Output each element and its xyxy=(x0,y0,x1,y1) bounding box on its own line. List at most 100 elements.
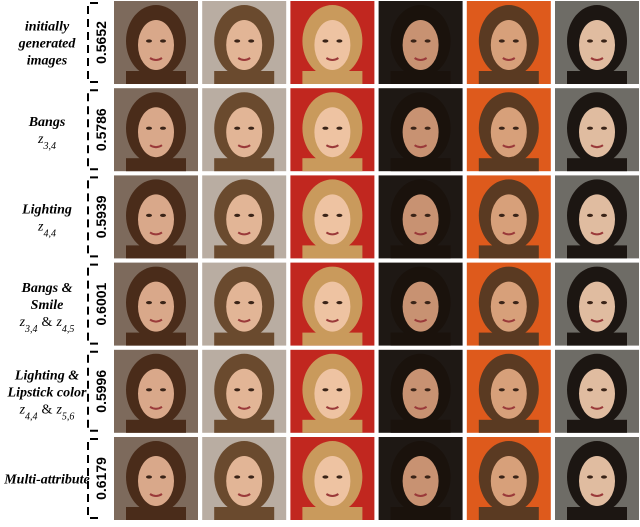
score: 0.5939 xyxy=(93,195,109,238)
eye xyxy=(322,39,329,43)
eye xyxy=(410,475,417,479)
row-label: Bangs xyxy=(28,115,66,130)
shoulders xyxy=(214,71,275,84)
face-image xyxy=(466,1,551,84)
face-image xyxy=(202,175,287,259)
mouth xyxy=(149,144,163,149)
shoulders xyxy=(567,332,627,346)
shoulders xyxy=(478,332,539,346)
face xyxy=(138,194,174,245)
shoulders xyxy=(302,507,363,520)
math-var: z xyxy=(55,402,62,417)
shoulders xyxy=(126,419,186,433)
eye xyxy=(234,475,241,479)
mouth xyxy=(414,405,428,410)
eye xyxy=(160,475,166,479)
face xyxy=(226,368,263,419)
shoulders xyxy=(567,245,627,259)
eye xyxy=(336,213,343,217)
face xyxy=(579,368,615,419)
eye xyxy=(234,301,241,305)
face xyxy=(226,107,263,158)
mouth xyxy=(502,318,516,323)
face-image xyxy=(114,1,198,84)
mouth xyxy=(237,318,251,323)
shoulders xyxy=(214,419,275,433)
shoulders xyxy=(390,158,451,172)
eye xyxy=(146,475,152,479)
row-math: z3,4 xyxy=(37,132,56,152)
eye xyxy=(146,388,152,392)
mouth xyxy=(325,493,339,497)
face-image xyxy=(466,262,551,346)
mouth xyxy=(414,231,428,236)
math-var: z xyxy=(55,315,62,330)
row-label: Lighting & xyxy=(14,368,79,383)
eye xyxy=(587,213,593,217)
face xyxy=(579,281,615,332)
mouth xyxy=(325,231,339,236)
eye xyxy=(587,126,593,130)
eye xyxy=(160,301,166,305)
eye xyxy=(322,475,329,479)
eye xyxy=(512,475,519,479)
shoulders xyxy=(214,332,275,346)
face-image xyxy=(555,88,639,172)
mouth xyxy=(502,405,516,410)
bracket xyxy=(87,438,98,519)
mouth xyxy=(590,405,604,410)
bracket-line xyxy=(87,89,98,171)
math-var: z xyxy=(19,315,26,330)
eye xyxy=(498,475,505,479)
face xyxy=(226,194,263,245)
face xyxy=(402,20,439,70)
face xyxy=(314,368,351,419)
bracket xyxy=(87,89,98,171)
shoulders xyxy=(567,158,627,172)
eye xyxy=(160,126,166,130)
row-math: z4,4 xyxy=(37,219,56,239)
eye xyxy=(160,388,166,392)
row-label: Smile xyxy=(31,298,64,313)
row-label: Lighting xyxy=(21,202,72,217)
eye xyxy=(587,388,593,392)
eye xyxy=(498,213,505,217)
face-image xyxy=(290,175,375,259)
mouth xyxy=(237,405,251,410)
eye xyxy=(322,301,329,305)
face xyxy=(579,107,615,158)
face xyxy=(490,20,527,70)
shoulders xyxy=(126,332,186,346)
bracket xyxy=(87,176,98,258)
eye xyxy=(587,39,593,43)
eye xyxy=(146,126,152,130)
shoulders xyxy=(214,245,275,259)
eye xyxy=(512,213,519,217)
eye xyxy=(322,213,329,217)
mouth xyxy=(414,144,428,149)
face-image xyxy=(378,175,463,259)
math-joiner: & xyxy=(42,315,53,330)
math-sub: 3,4 xyxy=(24,324,38,335)
face-image xyxy=(555,262,639,346)
eye xyxy=(248,213,255,217)
mouth xyxy=(590,318,604,323)
mouth xyxy=(590,231,604,236)
shoulders xyxy=(567,71,627,84)
eye xyxy=(248,126,255,130)
math-sub: 3,4 xyxy=(42,141,56,152)
mouth xyxy=(590,57,604,61)
face-image xyxy=(114,262,198,346)
math-sub: 4,5 xyxy=(62,324,75,335)
row-math: z4,4 & z5,6 xyxy=(19,402,75,422)
mouth xyxy=(502,57,516,61)
mouth xyxy=(502,493,516,497)
face-image xyxy=(202,437,287,520)
face-image xyxy=(555,1,639,84)
eye xyxy=(601,213,607,217)
math-var: z xyxy=(19,402,26,417)
eye xyxy=(248,388,255,392)
face xyxy=(314,281,351,332)
shoulders xyxy=(302,332,363,346)
eye xyxy=(512,301,519,305)
